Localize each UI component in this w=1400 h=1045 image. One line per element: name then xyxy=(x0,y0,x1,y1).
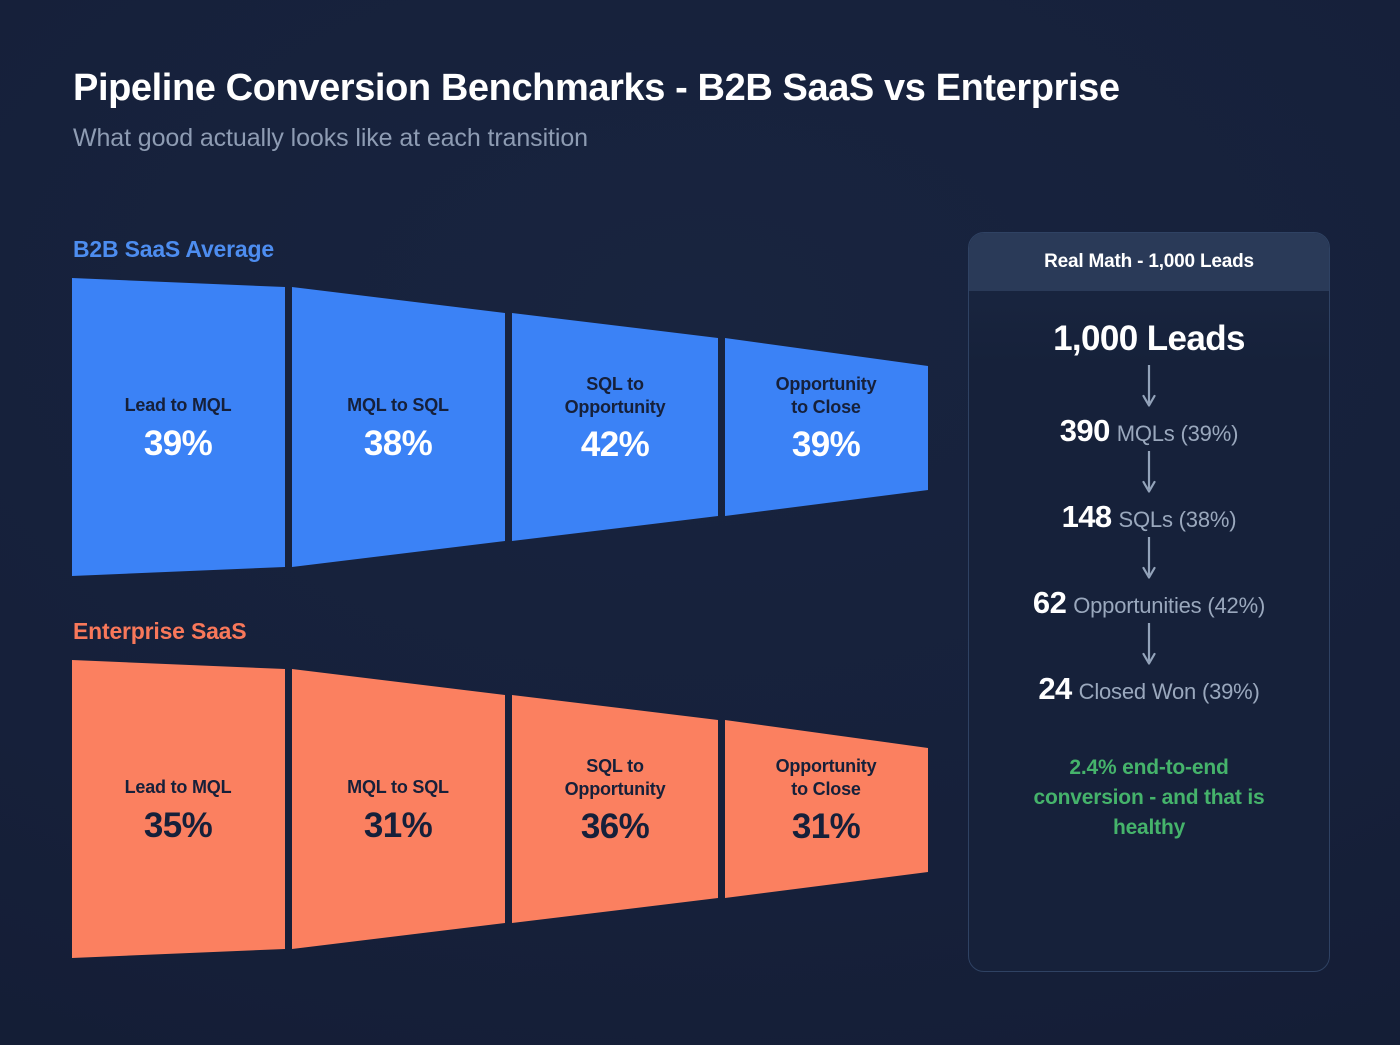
funnel-segment-label-2: to Close xyxy=(791,779,861,799)
page-title: Pipeline Conversion Benchmarks - B2B Saa… xyxy=(73,67,1120,109)
funnel-segment-label: Lead to MQL xyxy=(125,395,232,415)
math-step-label: SQLs (38%) xyxy=(1118,507,1237,532)
real-math-card: Real Math - 1,000 Leads 1,000 Leads 390 … xyxy=(968,232,1330,972)
funnel-segment-opportunity-to-close[interactable]: Opportunity to Close 31% xyxy=(725,720,928,898)
funnel-segment-label: MQL to SQL xyxy=(347,777,449,797)
funnel-segment-value: 35% xyxy=(144,806,213,845)
funnel-segment-value: 39% xyxy=(792,425,861,464)
funnel-segment-value: 42% xyxy=(581,425,650,464)
math-step-number: 390 xyxy=(1059,413,1111,448)
funnel-label-b2b-saas: B2B SaaS Average xyxy=(73,236,274,262)
funnel-segment-mql-to-sql[interactable]: MQL to SQL 31% xyxy=(292,669,505,949)
funnel-segment-label-2: Opportunity xyxy=(565,779,666,799)
real-math-card-body: 1,000 Leads 390 MQLs (39%) 148 SQLs (38%… xyxy=(969,291,1329,971)
math-step-label: Closed Won (39%) xyxy=(1078,679,1260,704)
arrow-down-icon xyxy=(1142,537,1156,579)
page-header: Pipeline Conversion Benchmarks - B2B Saa… xyxy=(73,67,1333,153)
funnel-segment-opportunity-to-close[interactable]: Opportunity to Close 39% xyxy=(725,338,928,516)
math-step-label: MQLs (39%) xyxy=(1116,421,1239,446)
math-step-number: 24 xyxy=(1038,671,1072,706)
funnel-segment-value: 39% xyxy=(144,424,213,463)
funnel-segment-label-2: Opportunity xyxy=(565,397,666,417)
funnel-segment-label: MQL to SQL xyxy=(347,395,449,415)
math-step-mqls: 390 MQLs (39%) xyxy=(1059,413,1239,449)
funnel-segment-mql-to-sql[interactable]: MQL to SQL 38% xyxy=(292,287,505,567)
funnel-label-enterprise-saas: Enterprise SaaS xyxy=(73,618,247,644)
funnel-chart-enterprise-saas: Lead to MQL 35% MQL to SQL 31% SQL to Op… xyxy=(72,660,928,958)
funnel-chart-b2b-saas: Lead to MQL 39% MQL to SQL 38% SQL to Op… xyxy=(72,278,928,576)
math-step-number: 62 xyxy=(1032,585,1067,620)
math-step-sqls: 148 SQLs (38%) xyxy=(1062,499,1237,535)
math-step-opportunities: 62 Opportunities (42%) xyxy=(1033,585,1265,621)
math-step-label: Opportunities (42%) xyxy=(1073,593,1266,618)
funnels-region: B2B SaaS Average Lead to MQL 39% MQL to … xyxy=(72,236,928,958)
arrow-down-icon xyxy=(1142,623,1156,665)
math-step-closed-won: 24 Closed Won (39%) xyxy=(1038,671,1260,707)
funnel-segment-lead-to-mql[interactable]: Lead to MQL 35% xyxy=(72,660,285,958)
funnel-segment-value: 31% xyxy=(364,806,433,845)
funnel-segment-label: Lead to MQL xyxy=(125,777,232,797)
math-step-number: 148 xyxy=(1061,499,1113,534)
funnel-segment-label: Opportunity xyxy=(776,374,877,394)
funnel-segment-value: 38% xyxy=(364,424,433,463)
page-subtitle: What good actually looks like at each tr… xyxy=(73,123,588,152)
funnel-segment-label: Opportunity xyxy=(776,756,877,776)
funnel-segment-value: 31% xyxy=(792,807,861,846)
real-math-card-header: Real Math - 1,000 Leads xyxy=(969,233,1329,291)
math-summary-note: 2.4% end-to-end conversion - and that is… xyxy=(1033,756,1265,839)
funnel-svg-b2b-saas: Lead to MQL 39% MQL to SQL 38% SQL to Op… xyxy=(72,278,928,576)
funnel-segment-sql-to-opportunity[interactable]: SQL to Opportunity 42% xyxy=(512,313,718,541)
funnel-segment-lead-to-mql[interactable]: Lead to MQL 39% xyxy=(72,278,285,576)
funnel-segment-label: SQL to xyxy=(586,374,644,394)
arrow-down-icon xyxy=(1142,365,1156,407)
funnel-svg-enterprise-saas: Lead to MQL 35% MQL to SQL 31% SQL to Op… xyxy=(72,660,928,958)
arrow-down-icon xyxy=(1142,451,1156,493)
funnel-segment-label: SQL to xyxy=(586,756,644,776)
funnel-segment-label-2: to Close xyxy=(791,397,861,417)
funnel-segment-sql-to-opportunity[interactable]: SQL to Opportunity 36% xyxy=(512,695,718,923)
funnel-segment-value: 36% xyxy=(581,807,650,846)
math-total-leads: 1,000 Leads xyxy=(1053,319,1245,358)
